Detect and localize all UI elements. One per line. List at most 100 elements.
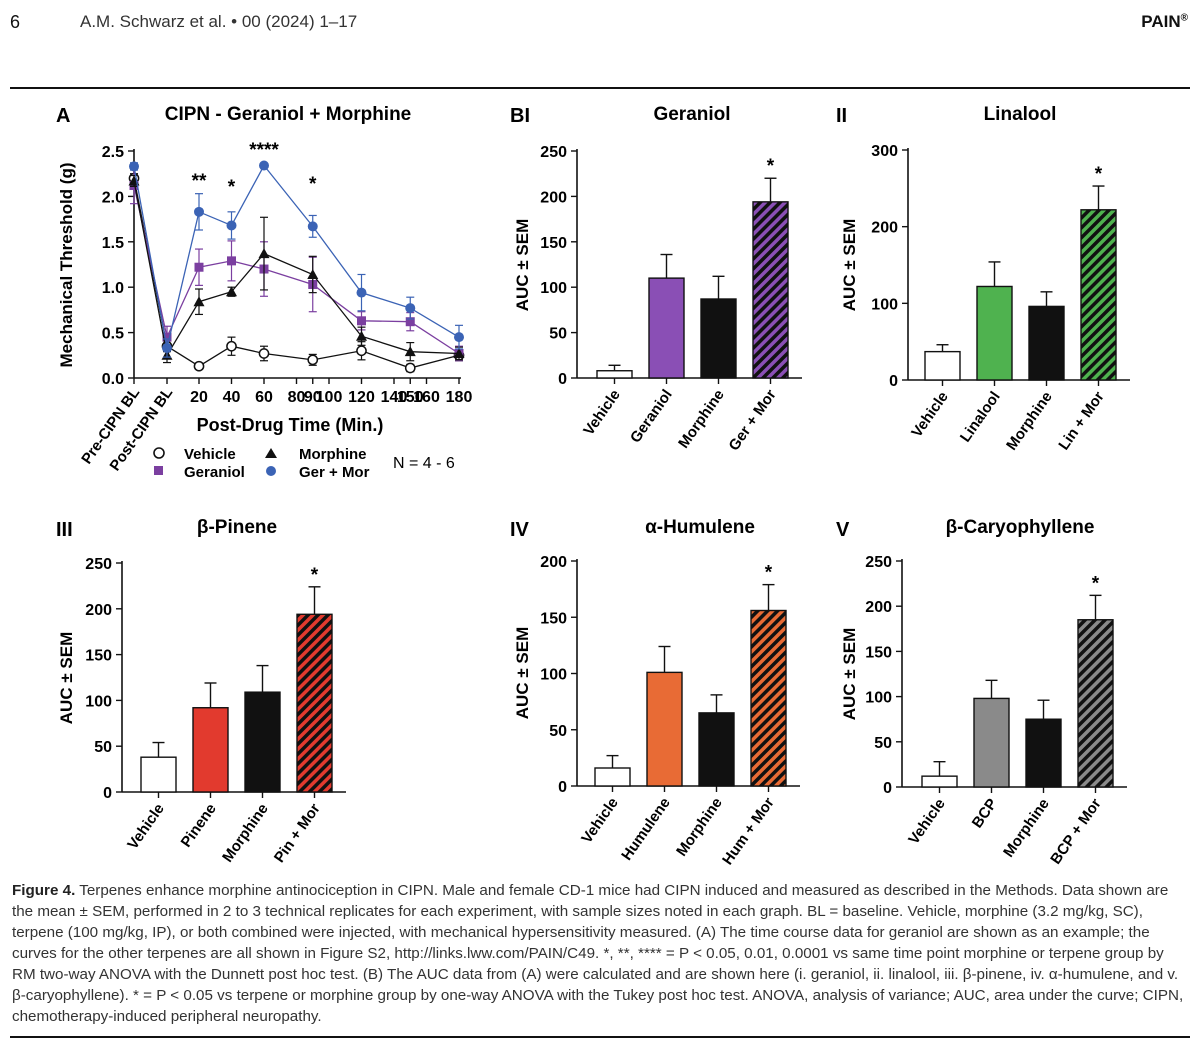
category-label: Morphine (673, 795, 726, 860)
bar (750, 609, 787, 787)
ytick-label: 100 (540, 667, 567, 684)
data-point (226, 340, 237, 352)
legend-morphine-label: Morphine (299, 446, 367, 463)
data-point (259, 160, 269, 171)
figure-4: A CIPN - Geraniol + Morphine Mechanical … (56, 104, 1130, 868)
data-point (356, 330, 367, 341)
panel-iv-bar-chart: IV α-Humulene AUC ± SEM 0 50 100 150 200 Vehicle… (510, 517, 800, 868)
ytick-label: 200 (871, 220, 898, 237)
panel-a-xtick-label: 150 (397, 389, 424, 406)
category-label: Morphine (219, 801, 272, 866)
data-point (227, 256, 236, 266)
category-label: Morphine (1003, 389, 1056, 454)
ytick-label: 150 (540, 235, 567, 252)
data-point (307, 268, 319, 279)
ytick-label: 150 (540, 610, 567, 627)
panel-a-xtick-label: 120 (348, 389, 375, 406)
header-rule (10, 87, 1190, 89)
panel-a-xtick-label: 140 (381, 389, 408, 406)
panel-a-letter: A (56, 105, 70, 127)
ytick-label: 100 (85, 693, 112, 710)
legend-vehicle-label: Vehicle (184, 446, 236, 463)
panel-a-ytick-label: 2.5 (102, 144, 124, 161)
bar (700, 298, 737, 379)
data-point (404, 346, 416, 357)
ytick-label: 0 (889, 373, 898, 390)
panel-a-xtick-label: 160 (413, 389, 440, 406)
legend-geraniol-marker (154, 466, 163, 475)
panel-a-xtick-label: 100 (316, 389, 343, 406)
significance-star: * (1095, 164, 1103, 185)
category-label: Geraniol (627, 387, 676, 447)
category-label: Vehicle (905, 796, 949, 848)
category-label: Pinene (178, 801, 220, 851)
panel-a-xtick-label: 40 (223, 389, 241, 406)
data-point (307, 354, 319, 366)
significance-star: * (309, 174, 317, 195)
caption-text: Terpenes enhance morphine antinociceptio… (12, 882, 1184, 1025)
data-point (453, 347, 465, 358)
bar (698, 712, 735, 787)
category-label: Ger + Mor (725, 386, 779, 454)
data-point (258, 348, 270, 359)
significance-star: * (765, 563, 773, 584)
panel-bi-bar-chart: BI Geraniol AUC ± SEM 0 50 100 150 200 250 Vehicl… (510, 104, 802, 454)
category-label: Vehicle (580, 387, 624, 439)
panel-a-ylabel: Mechanical Threshold (g) (57, 163, 76, 368)
data-point (356, 287, 367, 298)
panel-letter: IV (510, 519, 530, 541)
registered-mark: ® (1180, 12, 1188, 24)
panel-ylabel: AUC ± SEM (513, 219, 532, 311)
ytick-label: 0 (883, 780, 892, 797)
ytick-label: 50 (549, 723, 567, 740)
significance-star: **** (249, 140, 279, 161)
panel-title: α-Humulene (645, 517, 755, 538)
panel-ylabel: AUC ± SEM (57, 632, 76, 724)
bar (1080, 209, 1117, 381)
data-point (258, 248, 270, 259)
bar (976, 285, 1013, 381)
data-point (454, 332, 464, 343)
panel-a-xlabel: Post-Drug Time (Min.) (197, 415, 384, 435)
series-morphine (128, 174, 465, 364)
ytick-label: 200 (540, 189, 567, 206)
bar (646, 671, 683, 787)
category-label: Hum + Mor (719, 794, 778, 868)
panel-title: Geraniol (653, 104, 730, 125)
ytick-label: 50 (874, 735, 892, 752)
bar (924, 350, 961, 381)
bar (140, 756, 177, 793)
running-authors: A.M. Schwarz et al. • 00 (2024) 1–17 (80, 12, 358, 31)
figure-caption: Figure 4. Terpenes enhance morphine anti… (12, 880, 1188, 1027)
category-label: Lin + Mor (1055, 388, 1107, 453)
ytick-label: 200 (85, 602, 112, 619)
journal-title: PAIN (1141, 12, 1181, 31)
bar (244, 691, 281, 793)
panel-a-legend: Vehicle Morphine Geraniol Ger + Mor N = … (153, 446, 455, 481)
category-label: Linalool (957, 389, 1004, 446)
category-label: BCP + Mor (1047, 795, 1105, 867)
panel-a-xtick-label: 80 (288, 389, 306, 406)
panel-a-ytick-label: 2.0 (102, 189, 124, 206)
series-geraniol (129, 166, 464, 362)
data-point (404, 362, 416, 374)
panel-a-xtick-label: 90 (304, 389, 322, 406)
panel-a-xtick-label: 20 (190, 389, 208, 406)
page-header: 6 A.M. Schwarz et al. • 00 (2024) 1–17 P… (0, 0, 1200, 40)
bar (192, 707, 229, 793)
ytick-label: 250 (865, 554, 892, 571)
panel-letter: V (836, 519, 850, 541)
panel-a-ytick-label: 0.5 (102, 326, 124, 343)
series-ger-mor (129, 160, 464, 358)
ytick-label: 250 (540, 144, 567, 161)
panel-letter: II (836, 105, 847, 127)
legend-germor-marker (266, 466, 276, 476)
data-point (405, 317, 415, 327)
data-point (194, 262, 204, 272)
panel-title: Linalool (984, 104, 1057, 125)
caption-label: Figure 4. (12, 882, 76, 899)
ytick-label: 0 (558, 371, 567, 388)
